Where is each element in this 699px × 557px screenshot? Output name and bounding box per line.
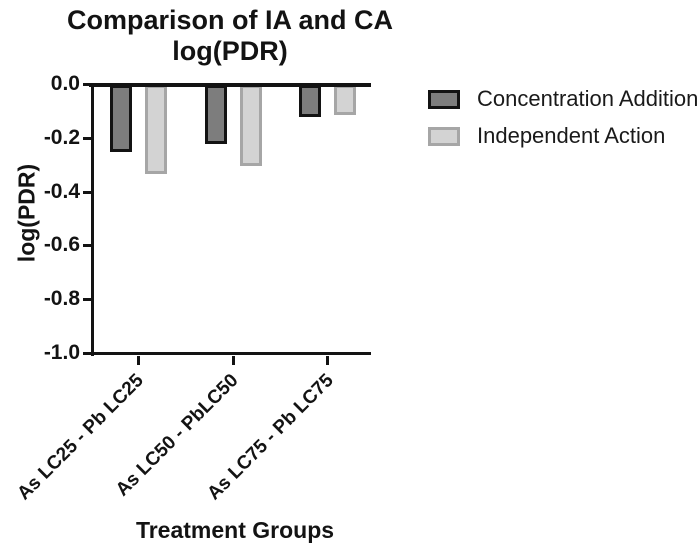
legend-swatch-concentration-addition-icon bbox=[428, 89, 460, 109]
bar-ca-group2 bbox=[204, 85, 227, 145]
y-axis-line bbox=[91, 83, 94, 356]
y-tick-label: 0.0 bbox=[50, 72, 80, 95]
chart-title-line-1: Comparison of IA and CA bbox=[66, 5, 393, 35]
y-tick bbox=[83, 244, 92, 248]
bar-ca-group3 bbox=[299, 85, 321, 118]
bar-ia-group3 bbox=[334, 85, 356, 115]
x-axis-title: Treatment Groups bbox=[135, 517, 335, 543]
zero-baseline bbox=[89, 83, 371, 87]
bar-ia-group1 bbox=[144, 85, 167, 174]
chart-title: Comparison of IA and CA log(PDR) bbox=[30, 5, 430, 67]
y-tick bbox=[83, 190, 92, 194]
y-tick-label: -0.6 bbox=[43, 233, 80, 257]
y-tick-label: -0.2 bbox=[43, 125, 80, 149]
legend-label-concentration-addition: Concentration Addition bbox=[477, 86, 699, 111]
y-tick bbox=[83, 83, 92, 86]
x-tick bbox=[326, 356, 329, 365]
legend-label-independent-action: Independent Action bbox=[477, 123, 666, 148]
y-tick-label: -0.8 bbox=[43, 287, 80, 311]
x-tick bbox=[231, 356, 235, 365]
y-tick bbox=[83, 352, 92, 355]
y-axis-title: log(PDR) bbox=[13, 163, 40, 263]
y-tick-label: -1.0 bbox=[43, 341, 80, 364]
y-tick bbox=[83, 136, 92, 140]
x-tick bbox=[136, 356, 140, 365]
bar-ia-group2 bbox=[239, 85, 262, 166]
x-axis-line bbox=[89, 352, 371, 355]
legend-row-concentration-addition: Concentration Addition bbox=[428, 86, 698, 112]
y-tick-label: -0.4 bbox=[43, 179, 80, 203]
chart-title-line-2: log(PDR) bbox=[172, 36, 288, 66]
legend-swatch-independent-action-icon bbox=[428, 126, 460, 146]
bar-ca-group1 bbox=[109, 85, 132, 153]
legend-row-independent-action: Independent Action bbox=[428, 123, 665, 149]
y-tick bbox=[83, 298, 92, 302]
